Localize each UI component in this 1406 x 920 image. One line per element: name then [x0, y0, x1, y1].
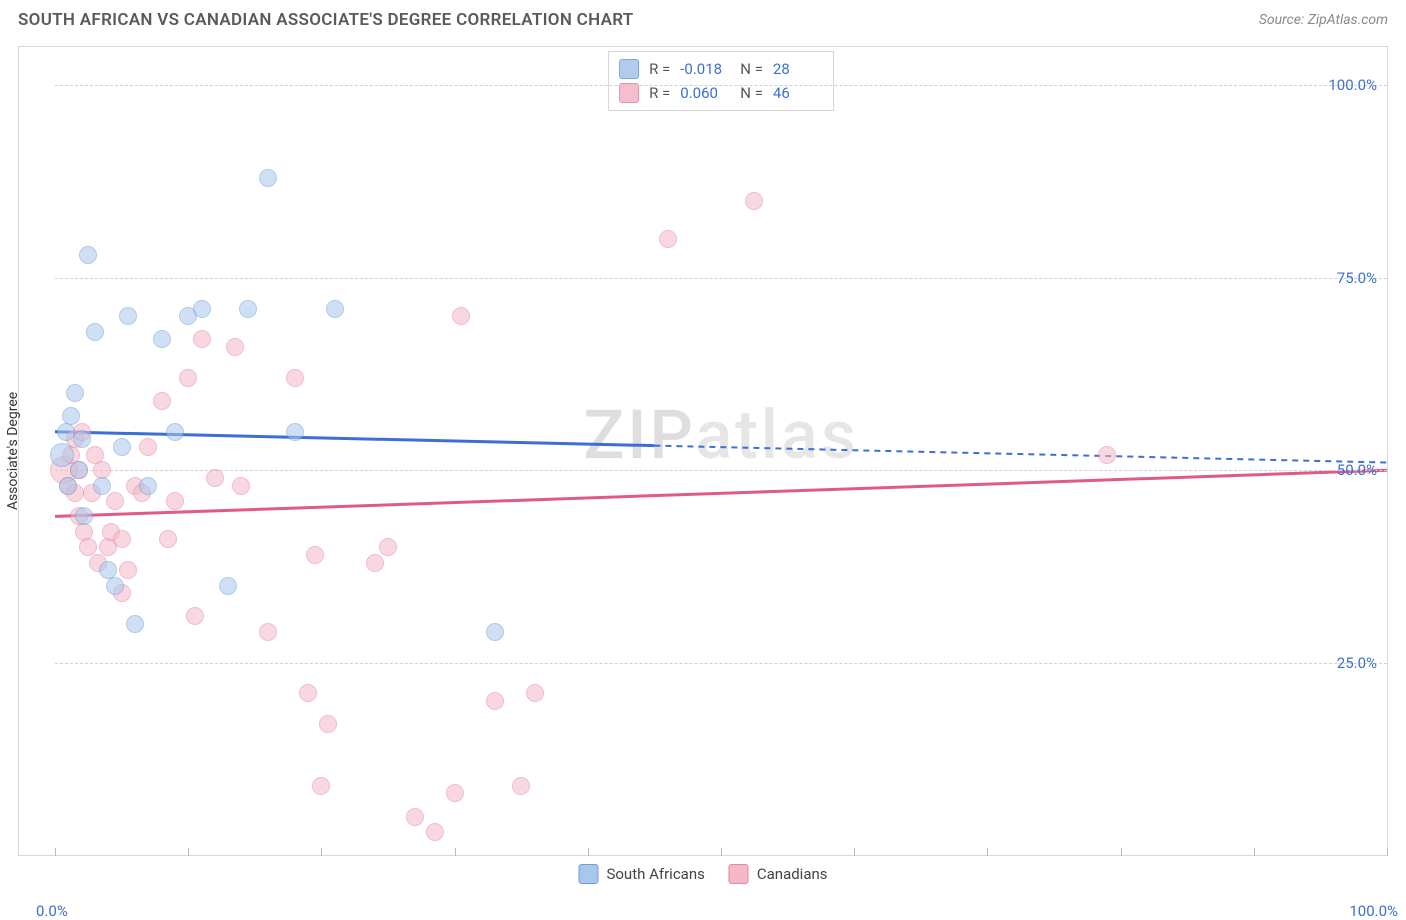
stats-row: R = -0.018 N = 28 — [619, 57, 823, 81]
scatter-point — [659, 230, 677, 248]
scatter-point — [193, 300, 211, 318]
scatter-point — [219, 577, 237, 595]
y-tick-label: 75.0% — [1337, 269, 1377, 287]
x-tick — [188, 848, 189, 856]
scatter-point — [286, 423, 304, 441]
scatter-point — [486, 692, 504, 710]
scatter-point — [259, 169, 277, 187]
scatter-point — [106, 577, 124, 595]
x-tick — [55, 848, 56, 856]
x-tick — [1254, 848, 1255, 856]
x-tick — [1121, 848, 1122, 856]
legend-label: South Africans — [606, 865, 704, 883]
scatter-point — [299, 684, 317, 702]
r-label: R = — [649, 57, 670, 81]
scatter-point — [232, 477, 250, 495]
scatter-point — [226, 338, 244, 356]
scatter-point — [306, 546, 324, 564]
scatter-point — [326, 300, 344, 318]
legend-item: Canadians — [729, 864, 828, 884]
stats-legend: R =-0.018N =28R =0.060N =46 — [608, 51, 834, 111]
scatter-point — [59, 477, 77, 495]
scatter-point — [139, 477, 157, 495]
legend-item: South Africans — [578, 864, 704, 884]
gridline — [55, 663, 1387, 664]
x-axis-max-label: 100.0% — [1349, 902, 1398, 920]
gridline — [55, 85, 1387, 86]
scatter-point — [1098, 446, 1116, 464]
scatter-point — [126, 615, 144, 633]
watermark: ZIPatlas — [583, 395, 859, 475]
scatter-point — [259, 623, 277, 641]
n-label: N = — [740, 57, 763, 81]
scatter-point — [239, 300, 257, 318]
scatter-point — [166, 423, 184, 441]
scatter-point — [512, 777, 530, 795]
scatter-point — [745, 192, 763, 210]
scatter-point — [93, 477, 111, 495]
y-tick-label: 100.0% — [1328, 76, 1377, 94]
scatter-point — [526, 684, 544, 702]
scatter-point — [446, 784, 464, 802]
legend-swatch — [619, 59, 639, 79]
scatter-point — [312, 777, 330, 795]
scatter-point — [113, 438, 131, 456]
trend-lines — [55, 47, 1387, 855]
scatter-point — [66, 384, 84, 402]
scatter-point — [62, 407, 80, 425]
y-tick-label: 50.0% — [1337, 461, 1377, 479]
series-legend: South Africans Canadians — [578, 864, 827, 884]
scatter-point — [139, 438, 157, 456]
scatter-point — [50, 443, 74, 467]
scatter-point — [286, 369, 304, 387]
scatter-point — [452, 307, 470, 325]
scatter-point — [193, 330, 211, 348]
source-label: Source: ZipAtlas.com — [1259, 12, 1388, 28]
scatter-point — [153, 392, 171, 410]
y-axis-label: Associate's Degree — [5, 392, 21, 510]
n-value: 28 — [773, 57, 823, 81]
scatter-point — [426, 823, 444, 841]
scatter-point — [119, 561, 137, 579]
chart-title: SOUTH AFRICAN VS CANADIAN ASSOCIATE'S DE… — [18, 10, 634, 30]
scatter-point — [366, 554, 384, 572]
chart-container: Associate's Degree ZIPatlas R =-0.018N =… — [18, 46, 1388, 856]
x-tick — [321, 848, 322, 856]
scatter-point — [113, 530, 131, 548]
scatter-point — [106, 492, 124, 510]
gridline — [55, 278, 1387, 279]
plot-area: ZIPatlas R =-0.018N =28R =0.060N =46 25.… — [55, 47, 1387, 855]
scatter-point — [73, 430, 91, 448]
x-tick — [455, 848, 456, 856]
scatter-point — [70, 461, 88, 479]
scatter-point — [186, 607, 204, 625]
scatter-point — [379, 538, 397, 556]
scatter-point — [166, 492, 184, 510]
gridline — [55, 470, 1387, 471]
scatter-point — [79, 246, 97, 264]
scatter-point — [206, 469, 224, 487]
r-value: -0.018 — [680, 57, 730, 81]
scatter-point — [179, 369, 197, 387]
scatter-point — [319, 715, 337, 733]
legend-swatch — [578, 864, 598, 884]
x-tick — [588, 848, 589, 856]
x-tick — [721, 848, 722, 856]
scatter-point — [86, 323, 104, 341]
scatter-point — [75, 507, 93, 525]
scatter-point — [406, 808, 424, 826]
x-tick — [987, 848, 988, 856]
x-tick — [1387, 848, 1388, 856]
scatter-point — [159, 530, 177, 548]
scatter-point — [119, 307, 137, 325]
legend-swatch — [729, 864, 749, 884]
scatter-point — [486, 623, 504, 641]
header: SOUTH AFRICAN VS CANADIAN ASSOCIATE'S DE… — [0, 0, 1406, 36]
x-axis-min-label: 0.0% — [36, 902, 68, 920]
x-tick — [854, 848, 855, 856]
legend-label: Canadians — [757, 865, 828, 883]
scatter-point — [153, 330, 171, 348]
y-tick-label: 25.0% — [1337, 654, 1377, 672]
